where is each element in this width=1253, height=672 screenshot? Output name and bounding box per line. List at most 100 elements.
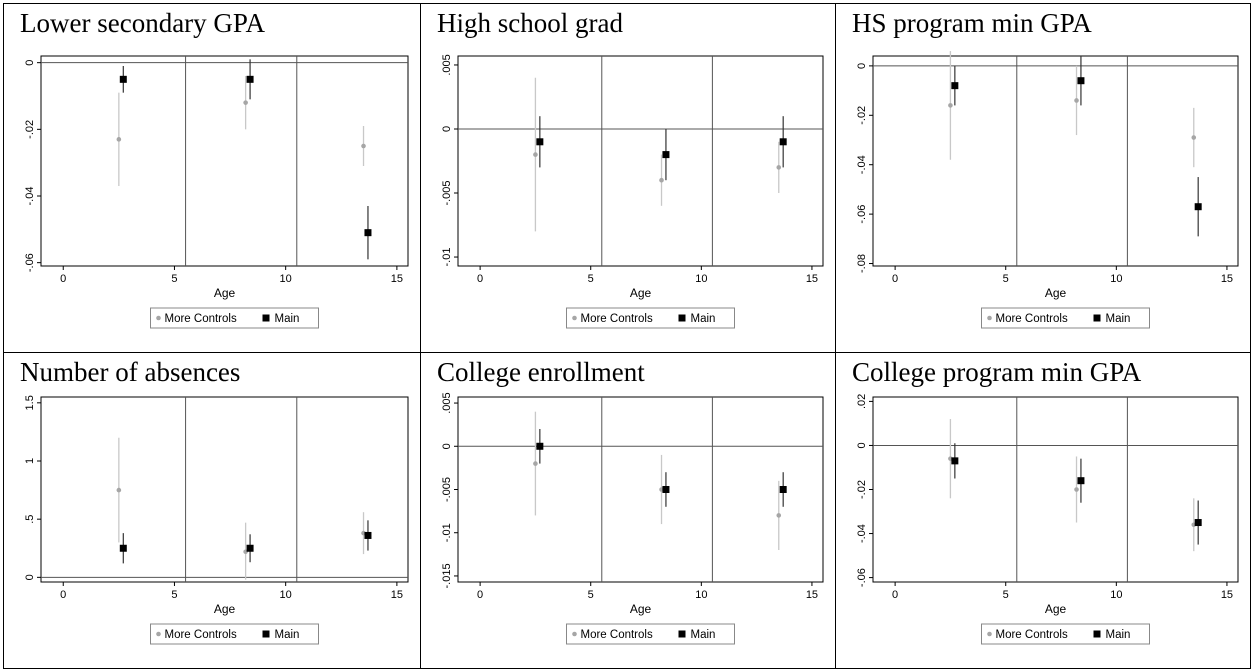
panel-title: High school grad: [437, 8, 623, 38]
y-tick-label: -.005: [441, 477, 453, 502]
data-point-main: [364, 531, 372, 539]
legend-label: More Controls: [165, 313, 237, 325]
y-tick-label: .005: [441, 392, 453, 413]
x-tick-label: 5: [171, 589, 177, 601]
y-tick-label: 1: [24, 458, 36, 464]
grid-divider: [835, 4, 836, 668]
grid-divider: [4, 352, 1250, 353]
chart-high-school-grad: .005 0 -.005 -.01 0 5 10 15 Age More Controls Main: [441, 54, 824, 329]
x-axis-label: Age: [630, 602, 652, 616]
plot-area: [872, 55, 1239, 267]
legend-marker-main: [678, 314, 686, 322]
data-point-more-controls: [361, 143, 366, 149]
x-tick-label: 10: [1110, 589, 1122, 601]
x-tick-label: 0: [60, 273, 66, 285]
y-tick-label: 0: [24, 60, 36, 66]
y-tick-label: -.04: [24, 187, 36, 206]
y-tick-label: .02: [856, 394, 868, 409]
plot-area: [40, 396, 409, 583]
legend-marker-main: [262, 314, 270, 322]
data-point-more-controls: [116, 487, 122, 493]
x-tick-label: 0: [892, 273, 898, 285]
x-tick-label: 5: [588, 273, 594, 285]
legend-label: Main: [275, 313, 300, 325]
plot-area: [457, 396, 824, 583]
panel-high-school-grad: High school grad .005 0 -.005 -.01 0 5 10 15 Age…: [421, 4, 835, 352]
y-tick-label: 1.5: [24, 395, 36, 410]
panel-college-enrollment: College enrollment .005 0 -.005 -.01 -.015 0 5…: [421, 353, 835, 668]
x-tick-label: 5: [171, 273, 177, 285]
figure-grid: Lower secondary GPA 0 -.02 -.04 -.06 0 5 10 15 A…: [3, 3, 1251, 669]
x-tick-label: 10: [1110, 273, 1122, 285]
panel-title: HS program min GPA: [852, 8, 1092, 38]
y-tick-label: -.005: [441, 180, 453, 205]
data-point-main: [364, 229, 372, 237]
legend-box: [981, 307, 1150, 329]
x-tick-label: 10: [280, 589, 292, 601]
y-tick-label: -.02: [856, 480, 868, 499]
data-point-main: [951, 82, 959, 90]
y-tick-label: -.02: [24, 120, 36, 139]
legend-label: Main: [275, 629, 300, 641]
y-tick-label: 0: [856, 442, 868, 448]
chart-college-enrollment: .005 0 -.005 -.01 -.015 0 5 10 15 Age More Control…: [441, 392, 824, 645]
legend-marker-more-controls: [156, 631, 161, 637]
y-tick-label: 0: [856, 63, 868, 69]
x-tick-label: 5: [1003, 589, 1009, 601]
legend-label: More Controls: [996, 629, 1068, 641]
data-point-more-controls: [948, 103, 953, 108]
chart-hs-program-min-gpa: 0 -.02 -.04 -.06 -.08 0 5 10 15 Age More Controls M…: [856, 51, 1239, 329]
chart-lower-secondary-gpa: 0 -.02 -.04 -.06 0 5 10 15 Age More Controls Main: [24, 55, 409, 329]
y-tick-label: .005: [441, 54, 453, 75]
panel-title: Lower secondary GPA: [20, 8, 265, 38]
x-tick-label: 10: [695, 589, 707, 601]
x-tick-label: 15: [391, 273, 403, 285]
data-point-main: [1077, 477, 1085, 485]
x-tick-label: 0: [477, 273, 483, 285]
plot-area: [872, 396, 1239, 583]
y-tick-label: -.08: [856, 254, 868, 273]
chart-number-of-absences: 0 .5 1 1.5 0 5 10 15 Age More Controls Main: [24, 395, 409, 645]
data-point-main: [119, 544, 127, 552]
chart-college-program-min-gpa: .02 0 -.02 -.04 -.06 0 5 10 15 Age More Controls Ma…: [856, 394, 1239, 645]
x-tick-label: 5: [588, 589, 594, 601]
x-tick-label: 0: [892, 589, 898, 601]
x-axis-label: Age: [214, 602, 236, 616]
data-point-main: [662, 486, 670, 493]
y-tick-label: -.06: [856, 568, 868, 587]
legend-label: More Controls: [581, 629, 653, 641]
plot-area: [40, 55, 409, 267]
data-point-more-controls: [659, 177, 664, 183]
data-point-main: [246, 75, 254, 83]
legend-box: [566, 623, 735, 645]
data-point-main: [1077, 77, 1085, 85]
data-point-more-controls: [776, 513, 782, 518]
legend-label: Main: [691, 313, 716, 325]
x-axis-label: Age: [1045, 286, 1067, 300]
legend-marker-more-controls: [572, 631, 577, 637]
legend-box: [150, 623, 319, 645]
data-point-more-controls: [1074, 98, 1079, 103]
legend-marker-main: [1093, 314, 1101, 322]
data-point-more-controls: [116, 137, 122, 142]
panel-hs-program-min-gpa: HS program min GPA 0 -.02 -.04 -.06 -.08 0 5 10…: [836, 4, 1250, 352]
y-tick-label: -.02: [856, 106, 868, 125]
data-point-more-controls: [1191, 135, 1197, 140]
x-tick-label: 10: [280, 273, 292, 285]
legend-marker-more-controls: [572, 315, 577, 321]
legend-marker-more-controls: [156, 315, 161, 321]
x-tick-label: 0: [60, 589, 66, 601]
y-tick-label: -.01: [441, 248, 453, 267]
data-point-main: [1194, 519, 1202, 527]
panel-number-of-absences: Number of absences 0 .5 1 1.5 0 5 10 15 Age More …: [4, 353, 420, 668]
panel-title: Number of absences: [20, 357, 241, 387]
x-tick-label: 15: [806, 589, 818, 601]
legend-box: [566, 307, 735, 329]
y-tick-label: 0: [441, 126, 453, 132]
data-point-main: [662, 151, 670, 159]
legend-marker-more-controls: [987, 315, 992, 321]
legend-label: More Controls: [996, 313, 1068, 325]
x-tick-label: 0: [477, 589, 483, 601]
panel-title: College program min GPA: [852, 357, 1142, 387]
y-tick-label: .5: [24, 515, 36, 524]
